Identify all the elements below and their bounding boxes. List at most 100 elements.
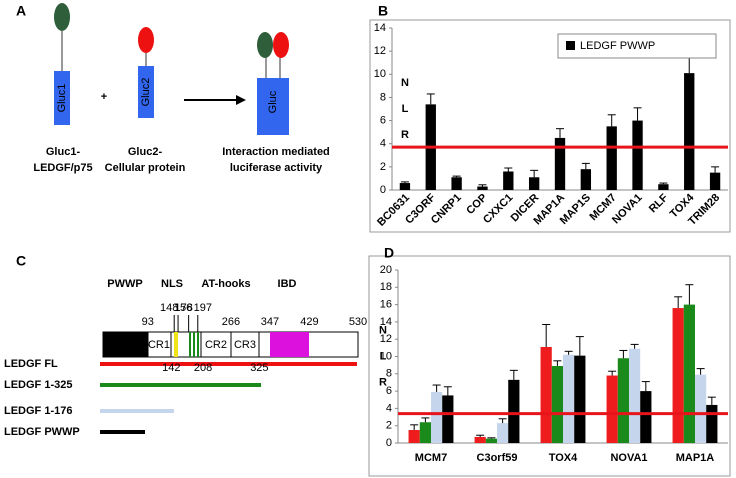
domain-name: IBD [278,278,297,290]
cr3 [230,331,260,358]
construct-label: LEDGF PWWP [4,426,80,438]
y-tick-label: 14 [380,316,392,328]
bar [451,177,462,190]
bar [606,375,618,443]
nls [174,332,178,357]
bar [684,73,695,190]
x-tick-label: MAP1A [676,452,715,464]
at-hook [189,332,191,357]
plus: + [101,91,107,103]
gluc1-box [54,71,70,125]
cr1 [147,331,172,358]
region: CR2 [205,339,227,351]
position: 429 [300,316,318,328]
y-tick-label: 10 [374,68,386,80]
bar [540,346,552,443]
position: 142 [162,362,180,374]
legend-swatch [566,41,575,50]
domain-name: AT-hooks [201,278,250,290]
bar [683,304,695,443]
bar [554,137,566,190]
bar [442,395,454,443]
bar [497,423,509,443]
domain-name: PWWP [107,278,142,290]
bar [629,348,641,443]
x-tick-label: BC0631 [375,192,412,229]
y-tick-label: 6 [386,385,392,397]
region: CR3 [234,339,256,351]
position: 148 [160,302,178,314]
legend-label: LEDGF PWWP [580,40,655,52]
domain [54,3,70,31]
x-tick-label: NOVA1 [610,452,647,464]
bar [431,391,443,443]
legend-box [557,33,717,59]
position: 325 [250,362,268,374]
construct-label: LEDGF 1-176 [4,405,72,417]
bar [640,391,652,443]
position: 208 [194,362,212,374]
caption: Gluc1- [46,146,81,158]
y-tick-label: 16 [380,299,392,311]
position: 530 [349,316,367,328]
bar [563,354,575,443]
bar [617,358,629,443]
panel-label: C [16,253,26,269]
bar [551,366,563,443]
domain [138,27,154,53]
y-tick-label: 2 [386,420,392,432]
bar [485,438,497,443]
y-tick-label: 0 [380,184,386,196]
bar [709,172,721,190]
position: 156 [174,302,192,314]
bar [706,404,718,443]
y-tick-label: 10 [380,350,392,362]
bar [528,177,540,190]
y-tick-label: 14 [374,22,386,34]
caption: luciferase activity [230,162,323,174]
bar [474,436,486,443]
at-hook [193,332,195,357]
x-tick-label: MCM7 [415,452,447,464]
gluc-label: Gluc [267,90,279,113]
bar [477,186,488,190]
y-tick-label: 18 [380,281,392,293]
arrow-head [236,95,246,105]
panel-frame [368,255,731,477]
y-tick-label: 2 [380,161,386,173]
y-tick-label: 6 [380,114,386,126]
y-tick-label: 4 [386,402,392,414]
y-tick-label: 20 [380,264,392,276]
ibd-domain [270,332,309,357]
bar [658,184,669,190]
position: 266 [222,316,240,328]
domain [257,32,273,58]
position: 197 [194,302,212,314]
position: 178 [174,302,192,314]
y-tick-label: 12 [380,333,392,345]
y-tick-label: 8 [380,91,386,103]
position: 93 [142,316,154,328]
gluc1-label: Gluc1 [56,84,68,113]
y-tick-label: 0 [386,437,392,449]
panel-label: B [378,3,388,19]
gluc2-box [138,66,154,118]
domain-name: NLS [161,278,183,290]
construct-label: LEDGF FL [4,358,58,370]
bar [574,355,586,443]
bar [399,183,411,190]
bar [503,171,514,190]
panel-label: A [16,3,26,19]
gluc2-label: Gluc2 [140,78,152,107]
bar [580,169,592,190]
bar [419,422,431,443]
cr2 [200,331,232,358]
caption: Gluc2- [128,146,163,158]
construct-label: LEDGF 1-325 [4,379,72,391]
bar [632,120,643,190]
panel-label: D [384,245,394,261]
x-tick-label: TOX4 [549,452,578,464]
